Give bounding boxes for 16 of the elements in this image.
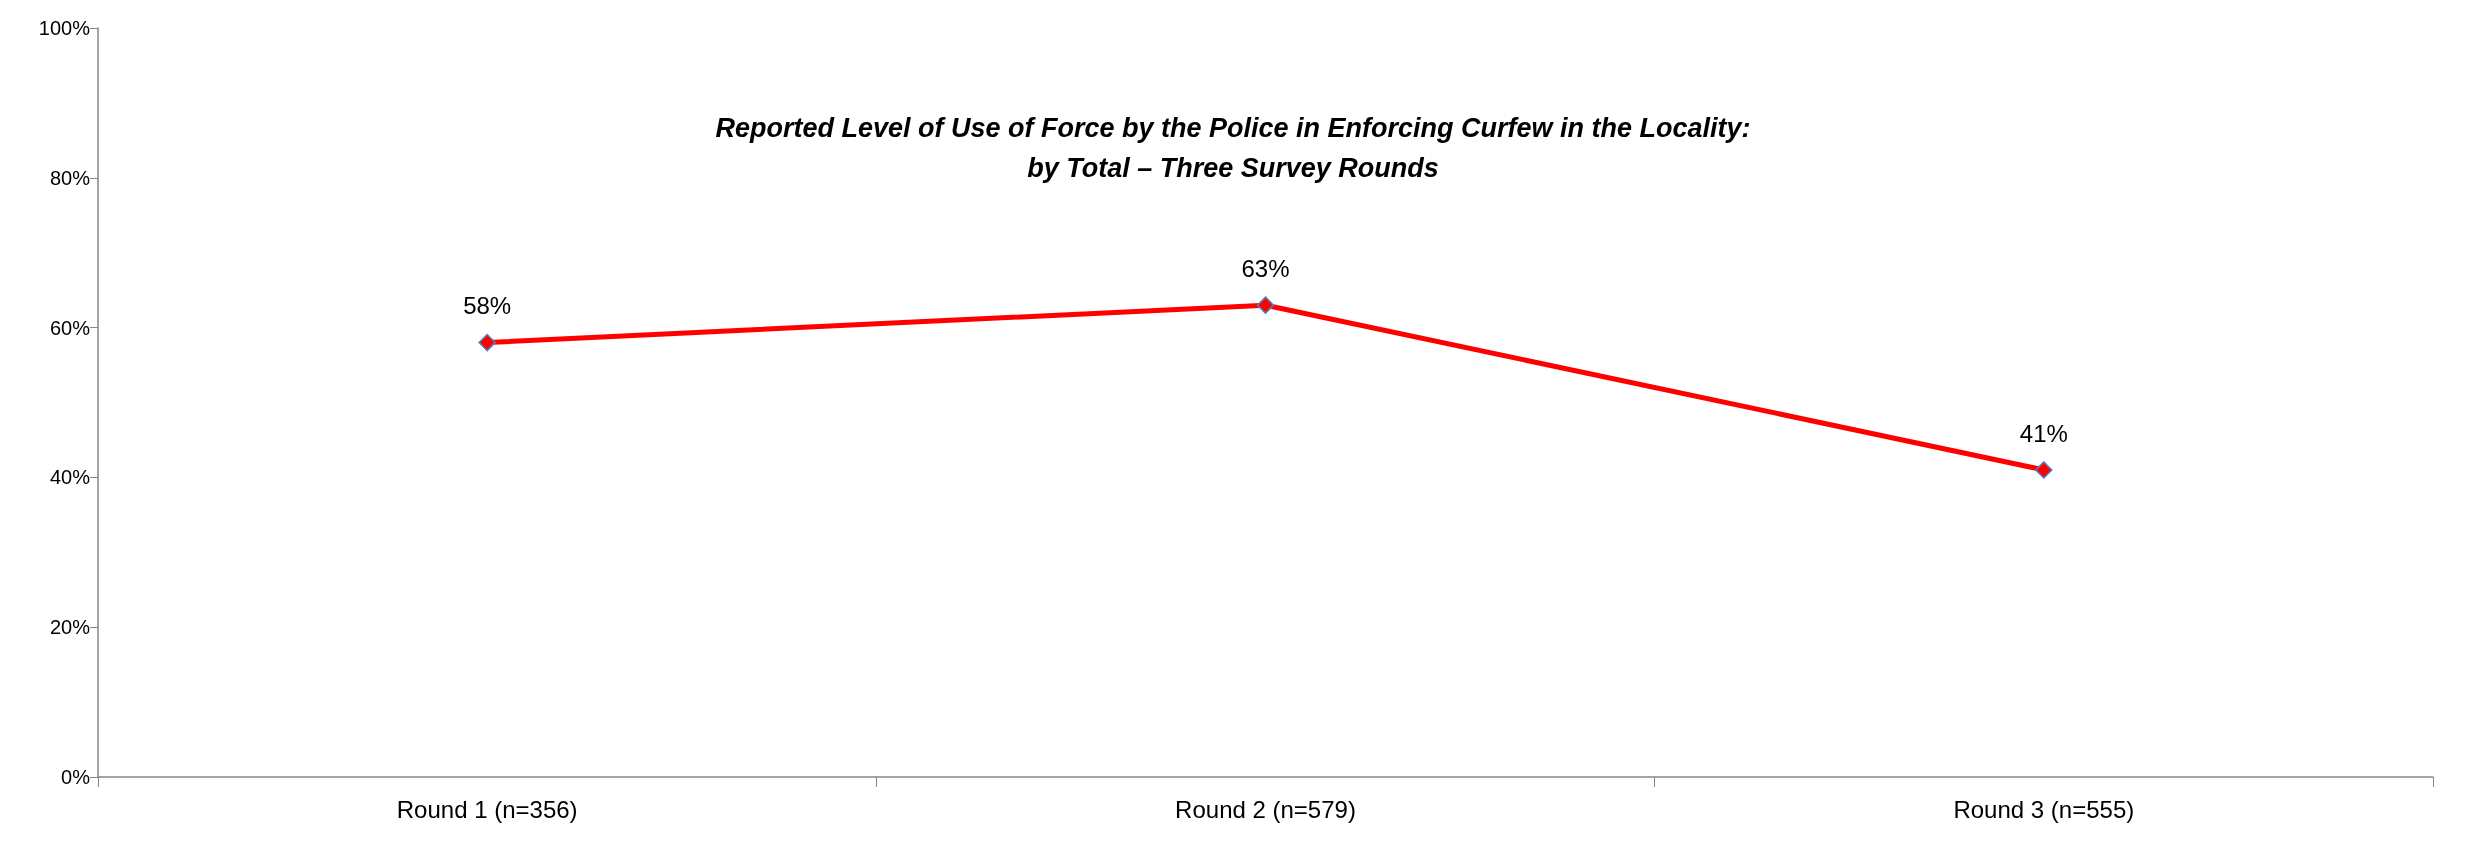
y-tick-label: 20% [49,616,91,639]
point [1256,296,1275,314]
x-tick-label: Round 1 (n=356) [396,795,578,823]
y-tick-label: 60% [49,316,91,339]
data-label: 63% [1241,254,1290,282]
point [478,333,496,352]
y-tick-label: 0% [61,766,91,788]
point [2035,461,2053,479]
y-tick-label: 80% [49,166,91,189]
y-tick-label: 100% [38,17,91,39]
data-label: 41% [2019,419,2068,447]
x-tick-label: Round 2 (n=579) [1175,795,1356,823]
y-tick-label: 40% [49,466,91,489]
data-label: 58% [463,292,512,320]
text: Reported Level of Use of Force by the Police in Enforcing Curfew in the Locality: by Total – Three Survey Rounds [715,113,1751,183]
x-tick-label: Round 3 (n=555) [1953,795,2135,823]
